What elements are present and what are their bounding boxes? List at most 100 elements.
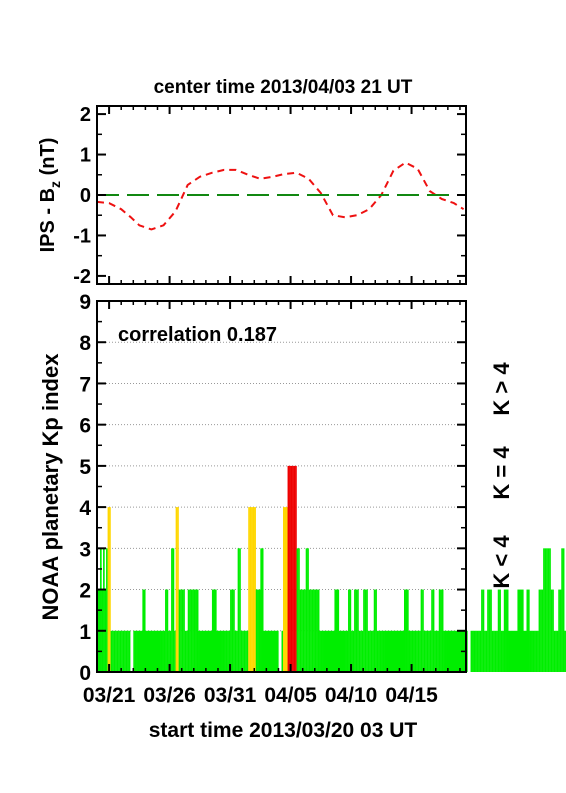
kp-bar [160, 630, 163, 672]
kp-bar [211, 589, 214, 672]
kp-bar [511, 630, 514, 672]
kp-bar [410, 630, 412, 672]
kp-bar [429, 630, 432, 672]
bz-ytick-label: 0 [80, 185, 91, 207]
kp-bar [166, 589, 169, 672]
kp-bar [106, 548, 108, 672]
kp-bar [376, 630, 379, 672]
kp-bar [289, 465, 291, 672]
kp-bar [484, 630, 486, 672]
kp-bar [136, 630, 138, 672]
kp-bar [423, 630, 426, 672]
kp-bar [496, 630, 498, 672]
kp-bar [340, 630, 343, 672]
kp-bar [523, 630, 526, 672]
kp-ytick-label: 9 [79, 291, 91, 314]
x-tick-label: 04/15 [385, 684, 438, 707]
kp-bar [198, 630, 200, 672]
kp-bar [419, 630, 421, 672]
kp-bar [163, 630, 166, 672]
correlation-annotation: correlation 0.187 [118, 324, 277, 346]
kp-ytick-label: 3 [79, 538, 91, 561]
kp-bar [283, 507, 285, 672]
kp-bar [479, 630, 482, 672]
kp-bar [556, 630, 559, 672]
kp-bar [351, 630, 353, 672]
legend-k-less-4: K < 4 [489, 535, 514, 589]
kp-bar [316, 589, 318, 672]
kp-bar [184, 630, 187, 672]
kp-bar [402, 630, 405, 672]
kp-bar [103, 548, 105, 672]
kp-bar [425, 630, 427, 672]
kp-bar [390, 630, 393, 672]
kp-bar [426, 630, 429, 672]
kp-bar [405, 589, 408, 672]
kp-bar [260, 548, 262, 672]
kp-bar [562, 548, 565, 672]
kp-bar [272, 630, 275, 672]
kp-bar [334, 589, 337, 672]
kp-bar [413, 630, 415, 672]
bz-ylabel-sub: z [47, 181, 63, 188]
kp-bar [363, 589, 365, 672]
kp-bar [187, 589, 190, 672]
kp-bar [319, 630, 321, 672]
kp-bar [208, 630, 211, 672]
kp-bar [355, 589, 358, 672]
kp-bar [172, 548, 175, 672]
kp-bar [378, 630, 380, 672]
kp-bar [313, 589, 315, 672]
kp-bar [491, 630, 494, 672]
kp-bar [329, 630, 332, 672]
kp-bar [559, 589, 562, 672]
kp-bar [345, 630, 347, 672]
kp-bar [459, 630, 462, 672]
kp-bar [540, 589, 542, 672]
bz-ylabel-main: IPS - B [37, 188, 59, 252]
kp-bar [372, 630, 374, 672]
kp-bar [119, 630, 122, 672]
kp-bar [251, 507, 253, 672]
kp-bar [199, 630, 202, 672]
kp-bar [547, 548, 550, 672]
kp-ytick-label: 1 [79, 621, 91, 644]
kp-bar [518, 589, 521, 672]
kp-bar [152, 630, 155, 672]
kp-bar [346, 630, 349, 672]
kp-ytick-label: 0 [79, 662, 91, 685]
kp-bar [145, 630, 148, 672]
kp-bar [526, 589, 529, 672]
kp-bar [293, 465, 296, 672]
bz-panel-frame [96, 105, 467, 285]
kp-bar [192, 589, 194, 672]
kp-bar [512, 630, 515, 672]
kp-bar [269, 630, 272, 672]
kp-bar [338, 630, 341, 672]
kp-bar [411, 630, 414, 672]
kp-bar [107, 507, 110, 672]
kp-bar [225, 630, 228, 672]
kp-bar [125, 630, 128, 672]
kp-bar [227, 630, 229, 672]
kp-bar [237, 548, 240, 672]
kp-bar [236, 630, 238, 672]
x-tick-label: 04/10 [325, 684, 378, 707]
kp-bar [190, 589, 193, 672]
kp-bar [506, 589, 509, 672]
kp-bar [354, 589, 356, 672]
kp-bar [134, 630, 137, 672]
bz-ylabel-unit: (nT) [37, 138, 59, 181]
kp-bar [254, 507, 256, 672]
kp-bar [157, 630, 160, 672]
kp-bar [210, 630, 213, 672]
kp-bar [537, 630, 539, 672]
kp-bar [361, 630, 364, 672]
kp-bar [183, 589, 185, 672]
kp-bar [420, 589, 423, 672]
kp-bar [249, 507, 252, 672]
kp-bar [128, 630, 131, 672]
kp-bar [110, 630, 113, 672]
kp-bar [258, 589, 261, 672]
kp-bar [196, 589, 199, 672]
